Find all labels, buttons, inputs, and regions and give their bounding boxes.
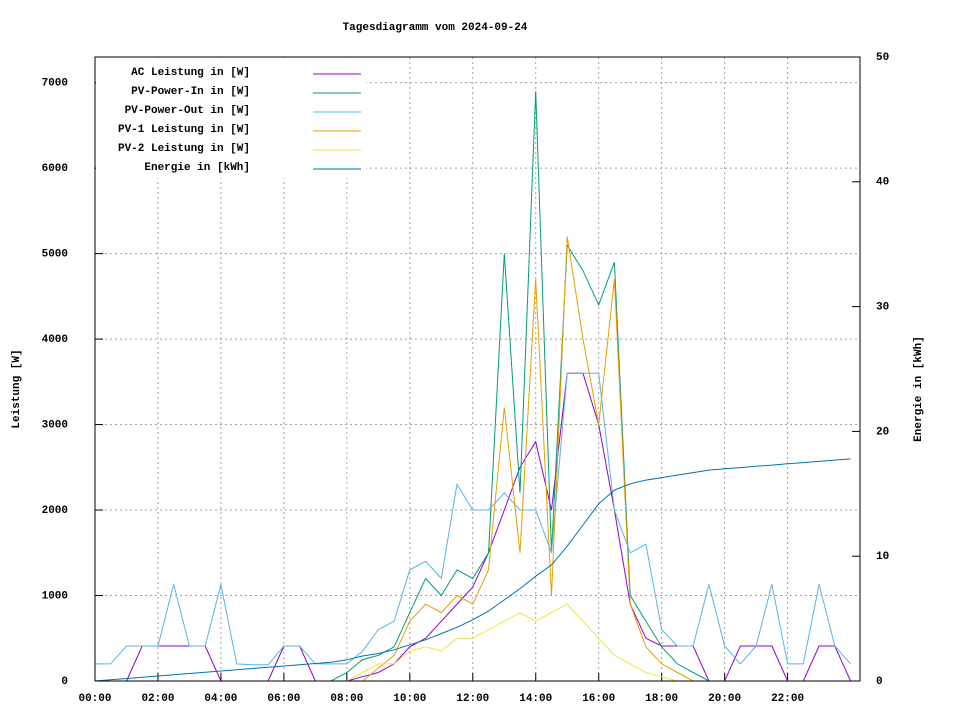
y-tick-label: 5000 xyxy=(42,249,68,261)
x-tick-label: 22:00 xyxy=(771,693,804,705)
y2-tick-label: 30 xyxy=(876,302,889,314)
x-tick-label: 20:00 xyxy=(708,693,741,705)
x-tick-label: 08:00 xyxy=(330,693,363,705)
plot-frame xyxy=(94,56,861,682)
x-tick-label: 06:00 xyxy=(267,693,300,705)
y-tick-label: 3000 xyxy=(42,419,68,431)
y-tick-label: 0 xyxy=(61,676,68,688)
series-line xyxy=(95,372,851,666)
legend-label: PV-1 Leistung in [W] xyxy=(118,124,250,136)
y2-tick-label: 20 xyxy=(876,426,889,438)
legend-label: PV-Power-Out in [W] xyxy=(125,105,250,117)
y-tick-label: 7000 xyxy=(42,78,68,90)
legend-label: PV-Power-In in [W] xyxy=(131,86,250,98)
y2-axis-label: Energie in [kWh] xyxy=(913,336,925,442)
y2-tick-label: 0 xyxy=(876,676,883,688)
x-tick-label: 18:00 xyxy=(645,693,678,705)
y-axis-label: Leistung [W] xyxy=(11,349,23,428)
x-tick-label: 10:00 xyxy=(393,693,426,705)
y2-tick-label: 10 xyxy=(876,551,889,563)
x-tick-label: 14:00 xyxy=(519,693,552,705)
legend-label: AC Leistung in [W] xyxy=(131,67,250,79)
y-tick-label: 4000 xyxy=(42,334,68,346)
y-tick-label: 2000 xyxy=(42,505,68,517)
y-tick-label: 6000 xyxy=(42,163,68,175)
chart-title: Tagesdiagramm vom 2024-09-24 xyxy=(343,22,528,34)
legend-box xyxy=(96,58,366,178)
y-tick-label: 1000 xyxy=(42,590,68,602)
legend-label: PV-2 Leistung in [W] xyxy=(118,143,250,155)
series-line xyxy=(94,458,851,682)
y2-tick-label: 50 xyxy=(876,52,889,64)
x-tick-label: 02:00 xyxy=(141,693,174,705)
x-tick-label: 04:00 xyxy=(204,693,237,705)
x-tick-label: 16:00 xyxy=(582,693,615,705)
legend-label: Energie in [kWh] xyxy=(144,162,250,174)
x-tick-label: 12:00 xyxy=(456,693,489,705)
y2-tick-label: 40 xyxy=(876,177,889,189)
x-tick-label: 00:00 xyxy=(78,693,111,705)
